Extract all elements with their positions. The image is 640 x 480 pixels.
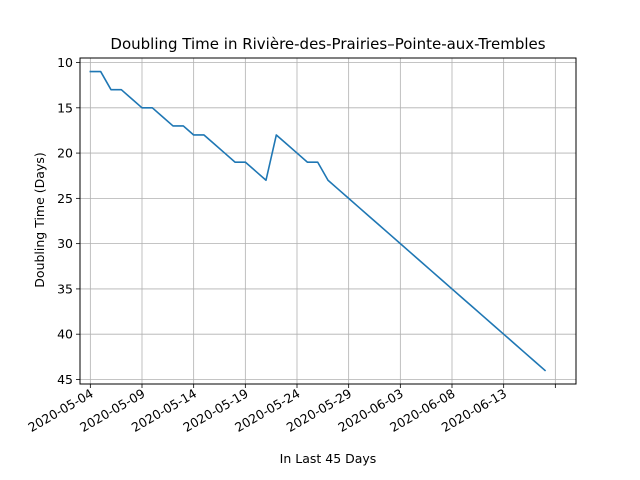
y-tick-label: 30 <box>57 236 73 251</box>
y-tick-label: 15 <box>57 100 73 115</box>
y-tick-label: 20 <box>57 146 73 161</box>
axes-frame <box>79 57 577 385</box>
x-axis-label: In Last 45 Days <box>280 451 377 466</box>
y-tick-label: 35 <box>57 281 73 296</box>
chart-title: Doubling Time in Rivière-des-Prairies–Po… <box>110 35 545 53</box>
doubling-time-line <box>89 70 547 372</box>
y-axis-label: Doubling Time (Days) <box>32 152 47 287</box>
y-tick-label: 25 <box>57 191 73 206</box>
y-tick-label: 10 <box>57 55 73 70</box>
y-tick-label: 45 <box>57 372 73 387</box>
y-axis-ticks: 10 15 20 25 30 35 40 45 <box>57 55 80 387</box>
y-tick-label: 40 <box>57 327 73 342</box>
series-group <box>89 70 547 372</box>
grid-lines <box>80 58 576 384</box>
